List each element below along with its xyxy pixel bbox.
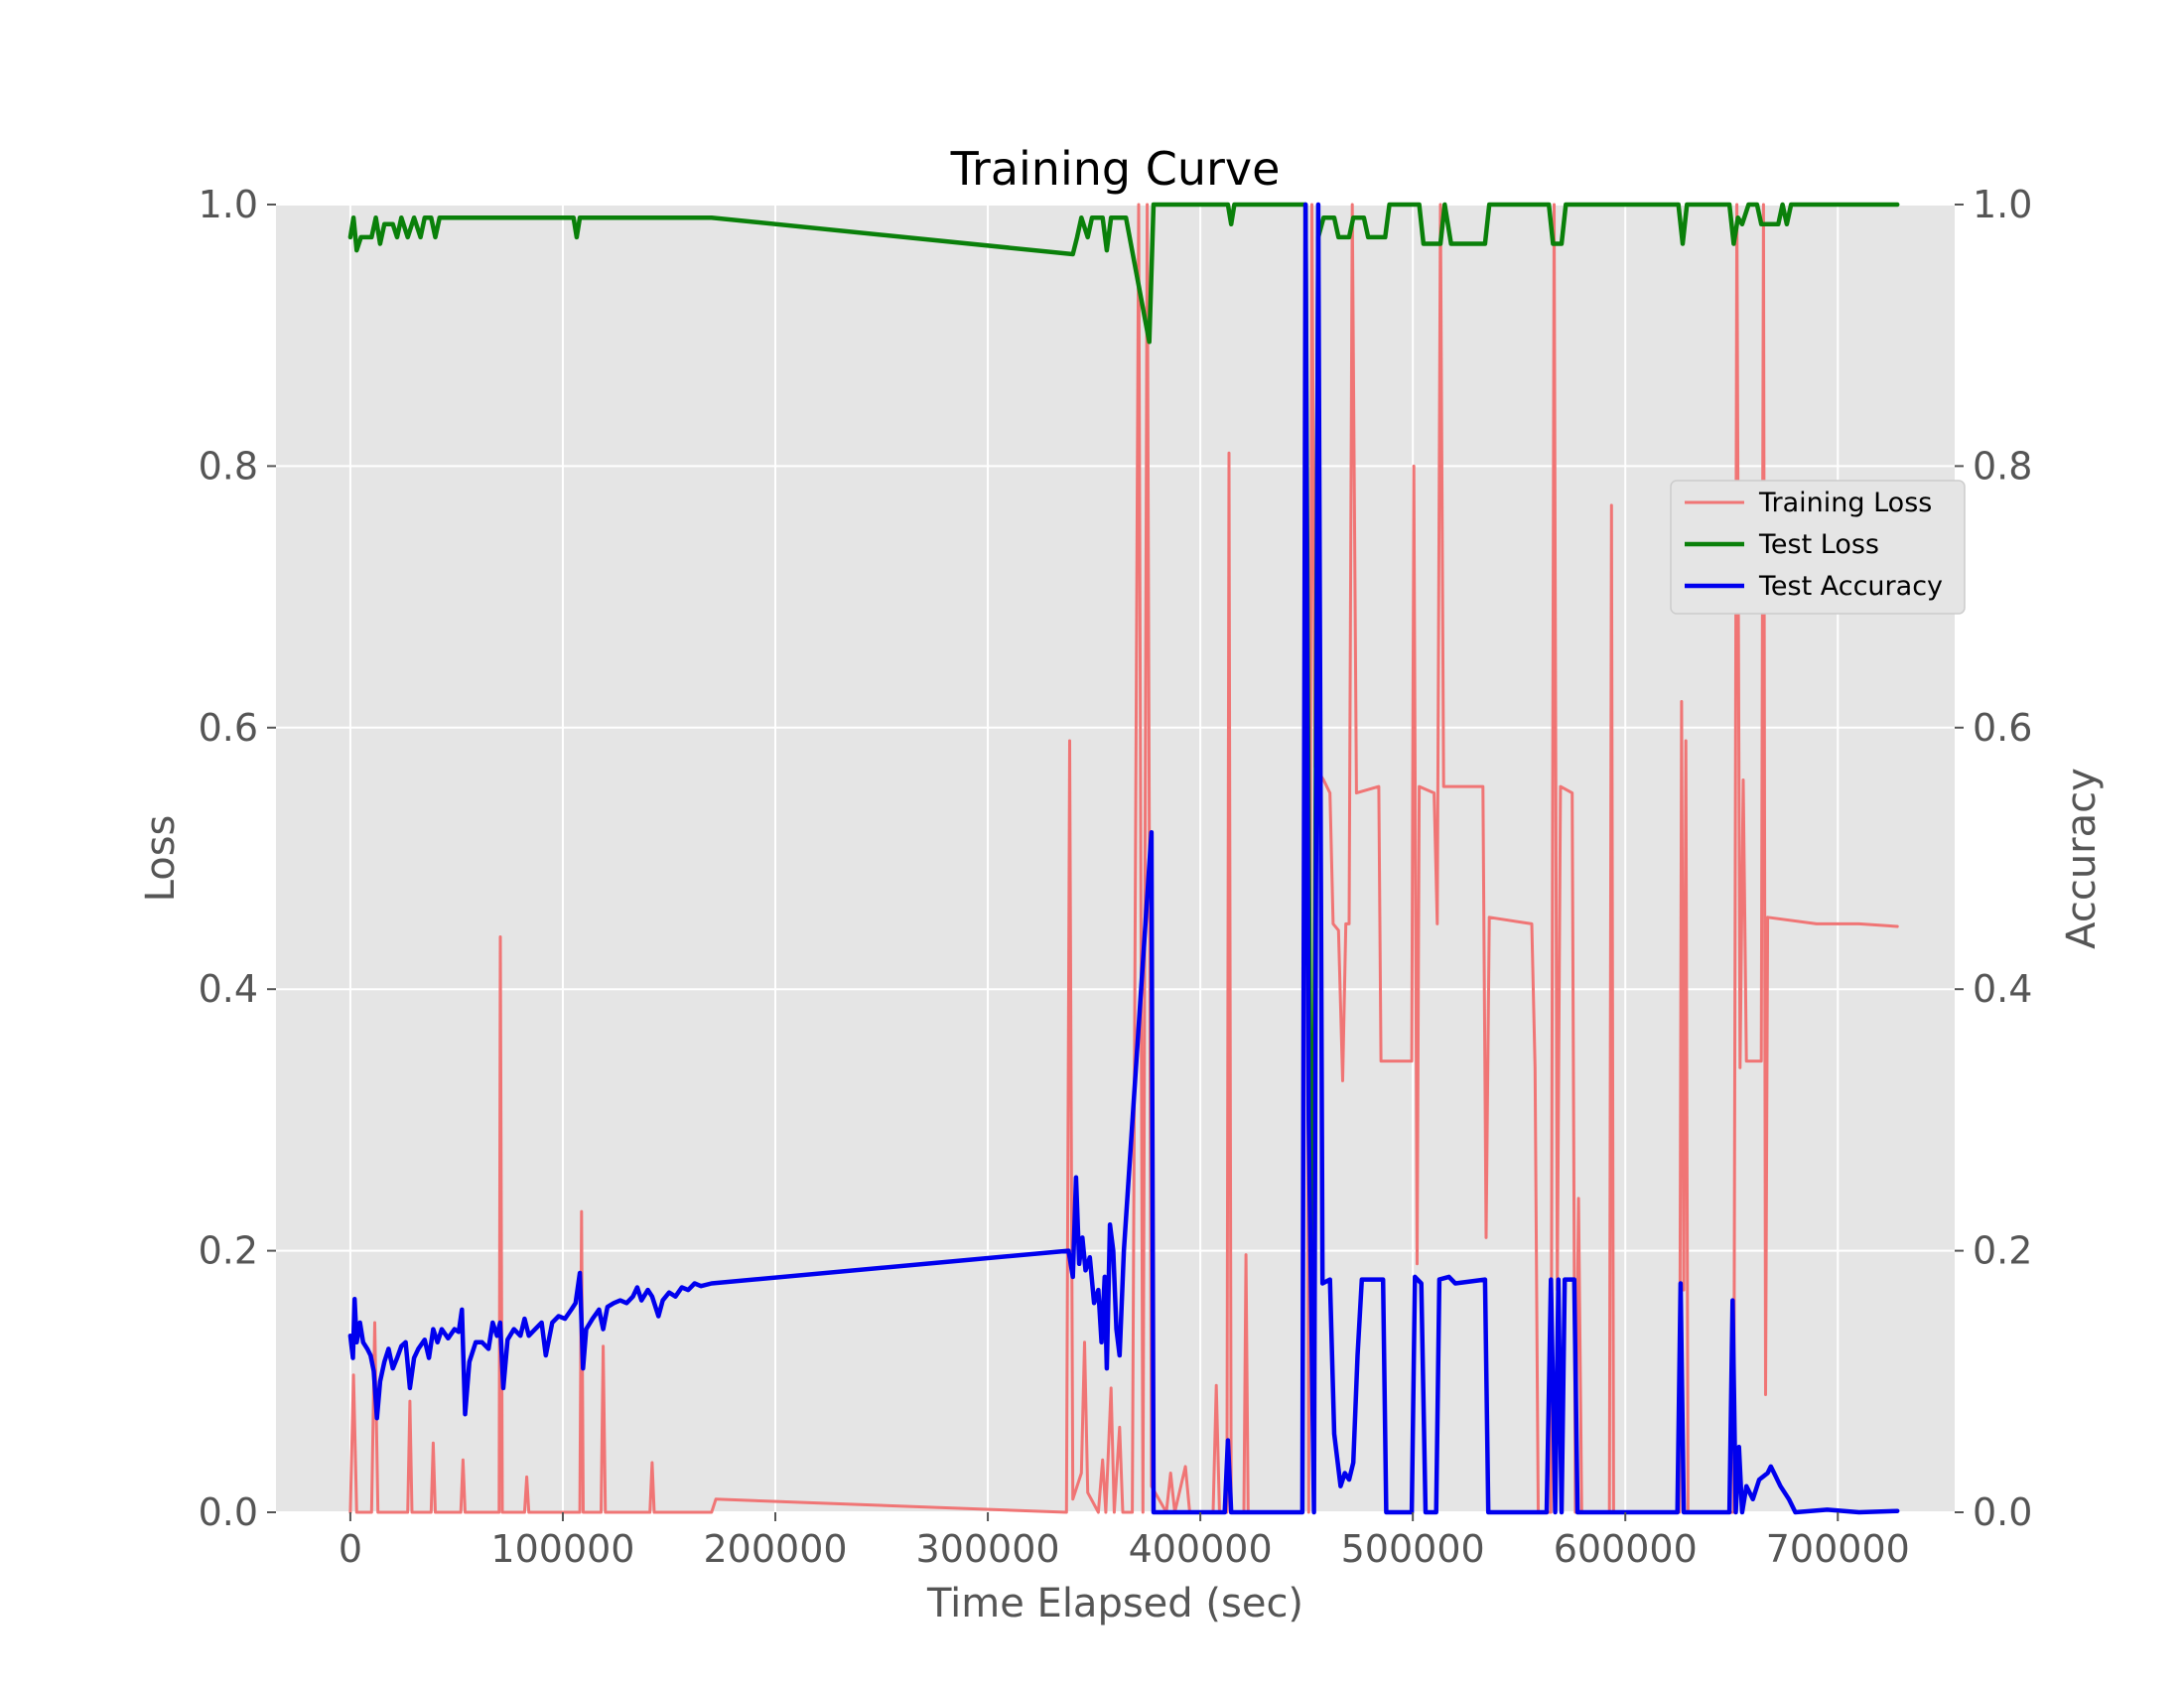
x-tick-label: 600000 [1554, 1527, 1698, 1571]
chart-title: Training Curve [950, 142, 1281, 196]
y-tick-label-right: 1.0 [1973, 183, 2032, 226]
x-axis-label: Time Elapsed (sec) [926, 1581, 1303, 1626]
x-tick-label: 700000 [1766, 1527, 1910, 1571]
y-tick-label-right: 0.8 [1973, 444, 2032, 488]
x-tick-label: 500000 [1341, 1527, 1485, 1571]
legend-label: Test Accuracy [1758, 571, 1943, 602]
y-tick-label-right: 0.6 [1973, 706, 2032, 750]
legend: Training Loss Test Loss Test Accuracy [1670, 480, 1966, 615]
y-tick-label-left: 0.0 [199, 1490, 258, 1534]
y-axis-label-left: Loss [138, 815, 184, 903]
legend-label: Training Loss [1758, 488, 1932, 518]
x-tick-label: 0 [339, 1527, 362, 1571]
legend-frame [1670, 480, 1966, 615]
series-layer [347, 202, 1900, 1515]
x-tick-label: 400000 [1129, 1527, 1273, 1571]
y-tick-label-left: 0.4 [199, 967, 258, 1011]
y-tick-label-left: 0.8 [199, 444, 258, 488]
y-tick-label-left: 1.0 [199, 183, 258, 226]
x-tick-label: 100000 [490, 1527, 634, 1571]
legend-label: Test Loss [1758, 529, 1879, 560]
axes-layer: 0 100000 200000 300000 400000 500000 600000 700… [199, 183, 2033, 1571]
x-tick-label: 200000 [703, 1527, 847, 1571]
y-tick-label-right: 0.0 [1973, 1490, 2032, 1534]
series-line-test-accuracy [347, 202, 1900, 1515]
x-tick-label: 300000 [916, 1527, 1060, 1571]
y-tick-label-right: 0.4 [1973, 967, 2032, 1011]
y-axis-label-right: Accuracy [2059, 768, 2105, 949]
y-tick-label-left: 0.6 [199, 706, 258, 750]
y-tick-label-left: 0.2 [199, 1229, 258, 1273]
y-tick-label-right: 0.2 [1973, 1229, 2032, 1273]
